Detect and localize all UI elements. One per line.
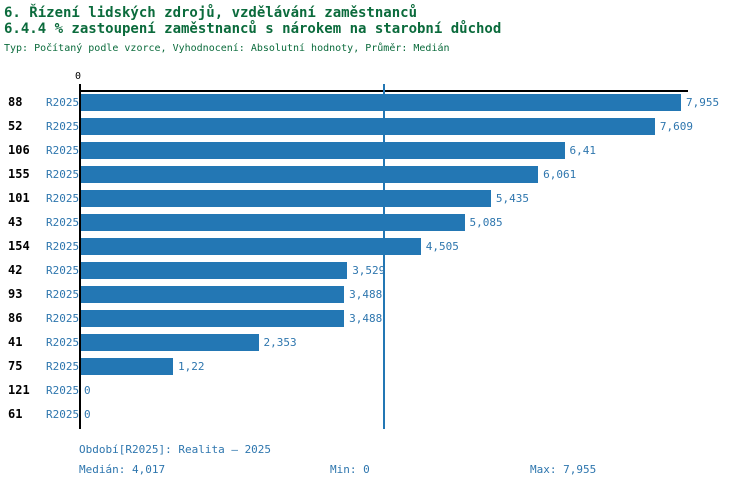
bar-value-label: 3,488 bbox=[349, 287, 383, 301]
row-id-label: 41 bbox=[8, 335, 23, 349]
row-id-label: 101 bbox=[8, 191, 30, 205]
bar-value-label: 3,529 bbox=[352, 263, 386, 277]
chart-row: 52 R2025 7,609 bbox=[0, 114, 750, 138]
bar-value-label: 5,435 bbox=[495, 191, 530, 205]
chart-meta-info: Typ: Počítaný podle vzorce, Vyhodnocení:… bbox=[4, 43, 450, 54]
row-id-label: 155 bbox=[8, 167, 30, 181]
row-period-label: R2025 bbox=[46, 263, 80, 277]
row-period-label: R2025 bbox=[46, 407, 80, 421]
row-period-label: R2025 bbox=[46, 383, 80, 397]
bar-value-label: 3,488 bbox=[349, 311, 383, 325]
chart-rows: 88 R2025 7,955 52 R2025 7,609 106 R2025 6,41 155 R… bbox=[0, 90, 750, 426]
bar-value-label: 6,41 bbox=[569, 143, 597, 157]
bar-value-label: 7,609 bbox=[659, 119, 694, 133]
row-id-label: 88 bbox=[8, 95, 23, 109]
chart-row: 101 R2025 5,435 bbox=[0, 186, 750, 210]
chart-row: 155 R2025 6,061 bbox=[0, 162, 750, 186]
bar-value-label: 0 bbox=[84, 407, 91, 421]
chart-subtitle: 6.4.4 % zastoupení zaměstnanců s nárokem… bbox=[4, 21, 502, 37]
row-period-label: R2025 bbox=[46, 359, 80, 373]
bar-value-label: 4,505 bbox=[425, 239, 459, 253]
row-period-label: R2025 bbox=[46, 335, 80, 349]
period-legend: Období[R2025]: Realita – 2025 bbox=[79, 443, 272, 456]
row-period-label: R2025 bbox=[46, 95, 80, 109]
value-bar bbox=[81, 93, 681, 111]
value-bar bbox=[81, 237, 421, 255]
bar-value-label: 5,085 bbox=[469, 215, 503, 229]
median-reference-line bbox=[383, 84, 385, 429]
bar-value-label: 7,955 bbox=[686, 95, 720, 109]
value-bar bbox=[81, 261, 348, 279]
chart-row: 154 R2025 4,505 bbox=[0, 234, 750, 258]
row-period-label: R2025 bbox=[46, 143, 80, 157]
row-id-label: 61 bbox=[8, 407, 23, 421]
chart-row: 61 R2025 0 bbox=[0, 402, 750, 426]
chart-row: 121 R2025 0 bbox=[0, 378, 750, 402]
axis-zero-tick-label: 0 bbox=[75, 71, 82, 82]
value-bar bbox=[81, 141, 565, 159]
bar-value-label: 6,061 bbox=[543, 167, 577, 181]
row-period-label: R2025 bbox=[46, 311, 80, 325]
row-period-label: R2025 bbox=[46, 191, 80, 205]
chart-row: 86 R2025 3,488 bbox=[0, 306, 750, 330]
row-id-label: 42 bbox=[8, 263, 23, 277]
value-bar bbox=[81, 117, 655, 135]
chart-row: 88 R2025 7,955 bbox=[0, 90, 750, 114]
row-period-label: R2025 bbox=[46, 287, 80, 301]
row-period-label: R2025 bbox=[46, 119, 80, 133]
vertical-axis-line bbox=[79, 84, 81, 429]
row-period-label: R2025 bbox=[46, 215, 80, 229]
row-id-label: 43 bbox=[8, 215, 23, 229]
value-bar bbox=[81, 333, 259, 351]
chart-row: 106 R2025 6,41 bbox=[0, 138, 750, 162]
row-id-label: 154 bbox=[8, 239, 30, 253]
chart-row: 75 R2025 1,22 bbox=[0, 354, 750, 378]
row-id-label: 121 bbox=[8, 383, 30, 397]
value-bar bbox=[81, 357, 173, 375]
row-id-label: 52 bbox=[8, 119, 23, 133]
row-id-label: 75 bbox=[8, 359, 23, 373]
chart-row: 42 R2025 3,529 bbox=[0, 258, 750, 282]
max-stat-label: Max: 7,955 bbox=[530, 463, 597, 476]
value-bar bbox=[81, 309, 345, 327]
bar-value-label: 2,353 bbox=[263, 335, 297, 349]
value-bar bbox=[81, 213, 465, 231]
value-bar bbox=[81, 189, 491, 207]
bar-value-label: 0 bbox=[84, 383, 91, 397]
row-id-label: 93 bbox=[8, 287, 23, 301]
row-period-label: R2025 bbox=[46, 239, 80, 253]
row-period-label: R2025 bbox=[46, 167, 80, 181]
bar-value-label: 1,22 bbox=[178, 359, 205, 373]
row-id-label: 106 bbox=[8, 143, 30, 157]
chart-row: 41 R2025 2,353 bbox=[0, 330, 750, 354]
value-bar bbox=[81, 165, 539, 183]
chart-title: 6. Řízení lidských zdrojů, vzdělávání za… bbox=[4, 5, 418, 21]
value-bar bbox=[81, 285, 345, 303]
min-stat-label: Min: 0 bbox=[330, 463, 370, 476]
row-id-label: 86 bbox=[8, 311, 23, 325]
chart-row: 43 R2025 5,085 bbox=[0, 210, 750, 234]
chart-row: 93 R2025 3,488 bbox=[0, 282, 750, 306]
median-stat-label: Medián: 4,017 bbox=[79, 463, 166, 476]
